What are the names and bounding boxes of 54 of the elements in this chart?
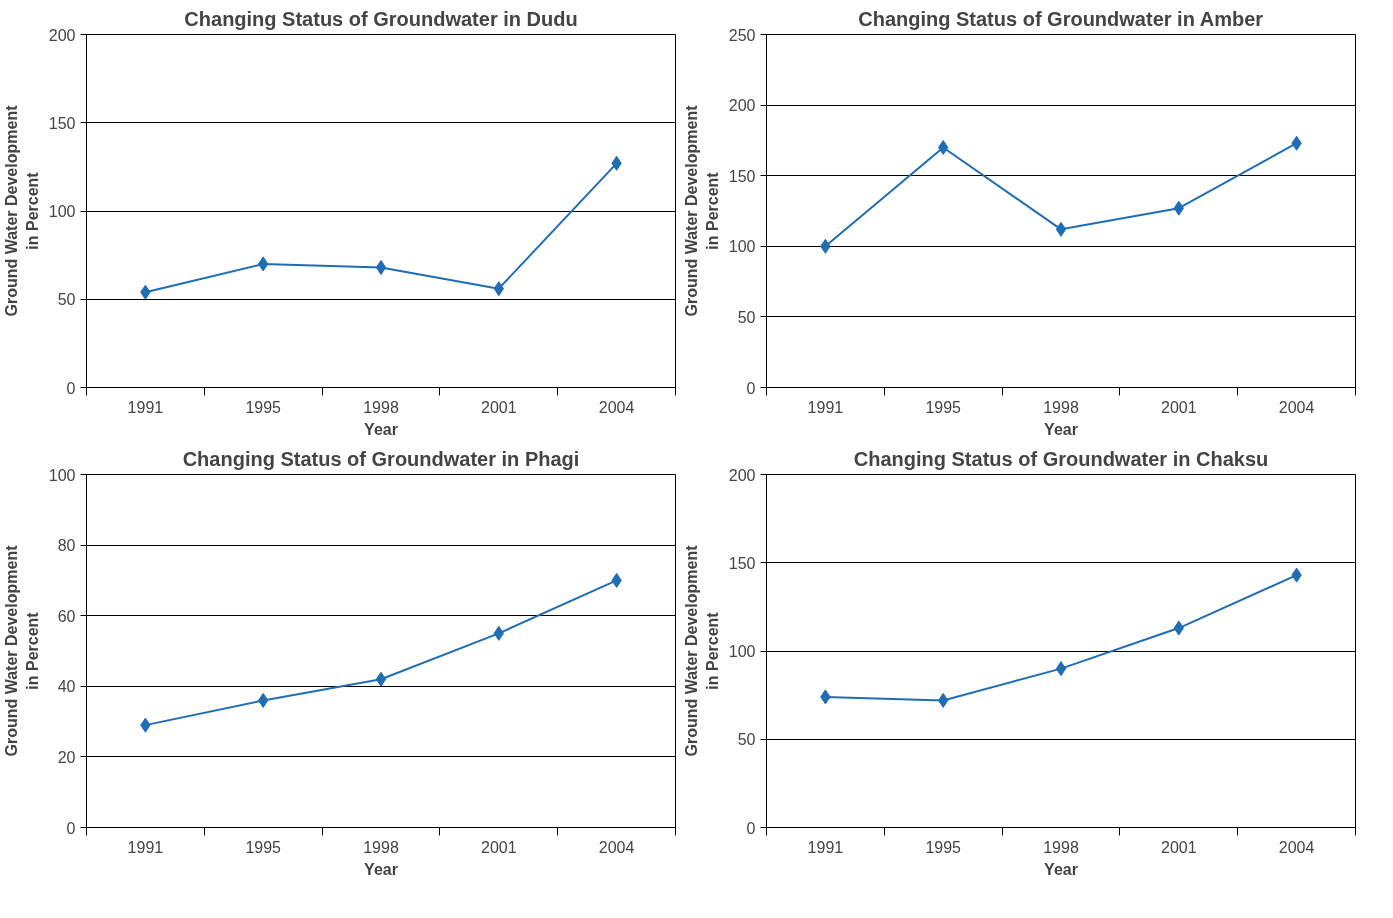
x-tick-label: 1991 bbox=[127, 398, 164, 416]
x-tick-label: 2004 bbox=[598, 398, 635, 416]
y-tick-label: 40 bbox=[57, 678, 76, 696]
y-tick-label: 150 bbox=[728, 167, 756, 185]
x-axis-title: Year bbox=[1044, 420, 1078, 438]
y-tick-label: 0 bbox=[66, 379, 76, 397]
y-tick-label: 150 bbox=[48, 114, 76, 132]
chart-title: Changing Status of Groundwater in Chaksu bbox=[853, 447, 1269, 470]
x-tick-label: 1995 bbox=[245, 838, 282, 856]
y-tick-label: 0 bbox=[746, 819, 756, 837]
x-tick-label: 2001 bbox=[481, 838, 517, 856]
x-tick-label: 1995 bbox=[925, 398, 962, 416]
y-tick-label: 80 bbox=[57, 537, 76, 555]
x-tick-label: 2004 bbox=[1278, 838, 1315, 856]
y-tick-label: 200 bbox=[48, 26, 76, 44]
chart-title: Changing Status of Groundwater in Amber bbox=[858, 7, 1264, 30]
x-tick-label: 1998 bbox=[1043, 398, 1079, 416]
y-tick-label: 100 bbox=[48, 466, 76, 484]
x-tick-label: 1995 bbox=[925, 838, 962, 856]
x-tick-label: 2001 bbox=[1161, 398, 1197, 416]
y-tick-label: 100 bbox=[728, 238, 756, 256]
x-tick-label: 2001 bbox=[1161, 838, 1197, 856]
x-axis-title: Year bbox=[1044, 860, 1078, 878]
x-tick-label: 1991 bbox=[127, 838, 164, 856]
x-tick-label: 1998 bbox=[363, 838, 399, 856]
x-tick-label: 1998 bbox=[363, 398, 399, 416]
x-tick-label: 1991 bbox=[807, 398, 844, 416]
x-tick-label: 1991 bbox=[807, 838, 844, 856]
y-tick-label: 50 bbox=[737, 731, 756, 749]
x-axis-title: Year bbox=[364, 860, 398, 878]
y-tick-label: 200 bbox=[728, 466, 756, 484]
y-tick-label: 100 bbox=[48, 203, 76, 220]
y-tick-label: 50 bbox=[57, 291, 76, 309]
chart-title: Changing Status of Groundwater in Dudu bbox=[184, 7, 578, 30]
x-axis-title: Year bbox=[364, 420, 398, 438]
y-axis-title: Ground Water Development in Percent bbox=[683, 104, 721, 317]
y-tick-label: 0 bbox=[66, 819, 76, 837]
x-tick-label: 2001 bbox=[481, 398, 517, 416]
y-tick-label: 200 bbox=[728, 97, 756, 115]
x-tick-label: 2004 bbox=[598, 838, 635, 856]
x-tick-label: 1995 bbox=[245, 398, 282, 416]
x-tick-label: 2004 bbox=[1278, 398, 1315, 416]
y-tick-label: 0 bbox=[746, 379, 756, 397]
y-axis-title: Ground Water Development in Percent bbox=[3, 544, 41, 757]
y-tick-label: 60 bbox=[57, 607, 76, 625]
y-axis-title: Ground Water Development in Percent bbox=[683, 544, 721, 757]
y-tick-label: 150 bbox=[728, 554, 756, 572]
y-tick-label: 250 bbox=[728, 26, 756, 44]
chart-title: Changing Status of Groundwater in Phagi bbox=[182, 447, 580, 470]
y-tick-label: 100 bbox=[728, 643, 756, 660]
y-axis-title: Ground Water Development in Percent bbox=[3, 104, 41, 317]
y-tick-label: 50 bbox=[737, 308, 756, 326]
x-tick-label: 1998 bbox=[1043, 838, 1079, 856]
y-tick-label: 20 bbox=[57, 748, 76, 766]
